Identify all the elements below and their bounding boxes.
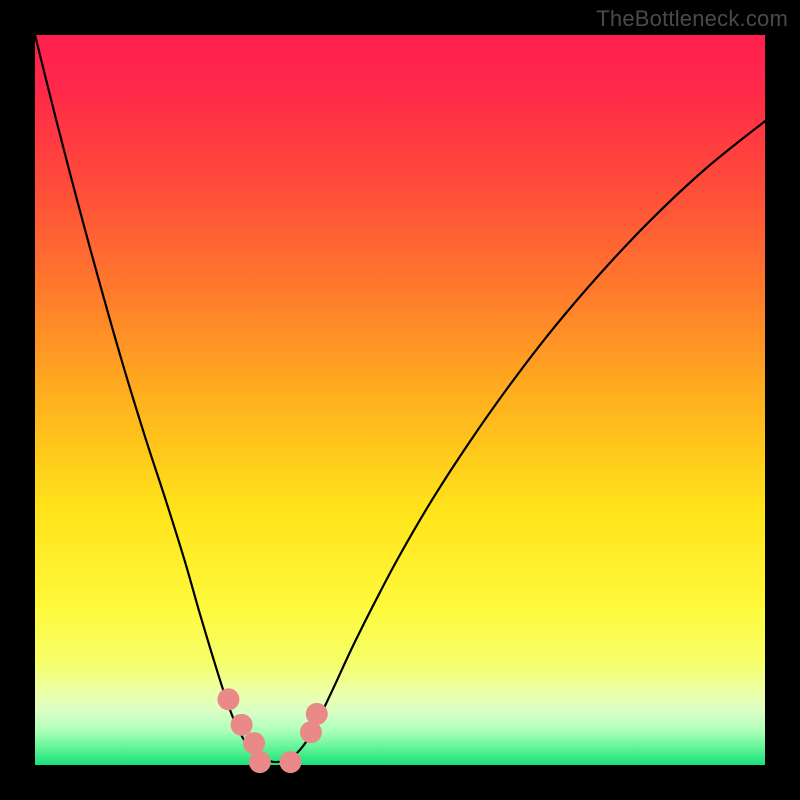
curve-marker [217,688,239,710]
curve-marker [306,703,328,725]
curve-marker [249,751,271,773]
curve-marker [280,751,302,773]
watermark-text: TheBottleneck.com [596,6,788,32]
curve-marker [243,732,265,754]
chart-frame: TheBottleneck.com [0,0,800,800]
bottleneck-chart [0,0,800,800]
gradient-background [35,35,765,765]
curve-marker [231,714,253,736]
